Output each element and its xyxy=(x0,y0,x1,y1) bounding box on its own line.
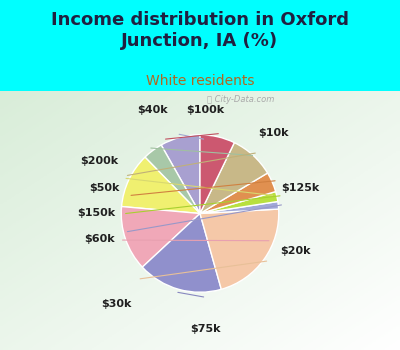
Text: $200k: $200k xyxy=(80,156,118,166)
Text: $50k: $50k xyxy=(89,183,120,193)
Text: $10k: $10k xyxy=(258,128,288,138)
Text: ⓘ City-Data.com: ⓘ City-Data.com xyxy=(207,95,275,104)
Wedge shape xyxy=(200,173,276,214)
Text: $75k: $75k xyxy=(190,324,220,334)
Wedge shape xyxy=(142,214,221,292)
Text: $30k: $30k xyxy=(102,299,132,309)
Text: $40k: $40k xyxy=(137,105,168,115)
Text: $125k: $125k xyxy=(282,183,320,193)
Text: $100k: $100k xyxy=(186,105,224,115)
Text: White residents: White residents xyxy=(146,74,254,88)
Wedge shape xyxy=(145,145,200,214)
Wedge shape xyxy=(122,157,200,214)
Wedge shape xyxy=(200,202,279,214)
Text: $60k: $60k xyxy=(84,234,114,244)
Wedge shape xyxy=(200,209,279,289)
Text: $20k: $20k xyxy=(280,246,311,256)
Wedge shape xyxy=(200,135,234,214)
Wedge shape xyxy=(200,191,278,214)
Wedge shape xyxy=(121,206,200,267)
Wedge shape xyxy=(161,135,200,214)
Text: Income distribution in Oxford
Junction, IA (%): Income distribution in Oxford Junction, … xyxy=(51,11,349,50)
Text: $150k: $150k xyxy=(78,209,116,218)
Wedge shape xyxy=(200,143,268,214)
